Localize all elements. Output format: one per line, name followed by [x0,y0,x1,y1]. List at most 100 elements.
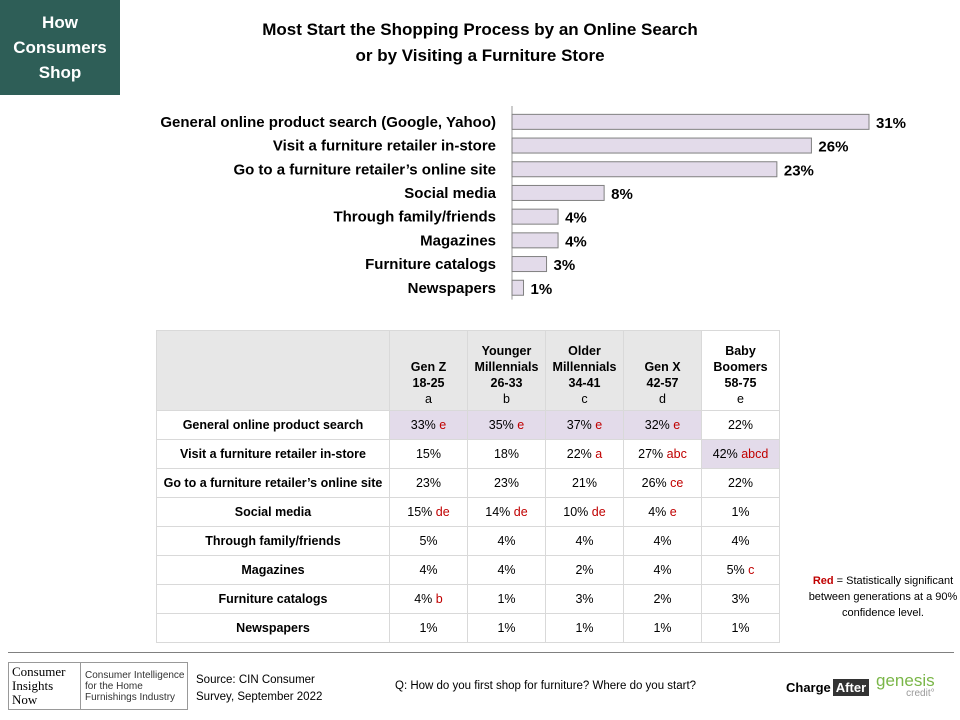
row-label: Go to a furniture retailer’s online site [156,468,390,498]
column-header-line: Gen Z [410,360,447,374]
table-cell: 27% abc [623,439,702,469]
badge-line: Consumers [13,38,107,57]
cin-tagline-line: for the Home [85,680,143,692]
cell-value: 4% [575,534,594,548]
bar-chart: General online product search (Google, Y… [160,106,906,300]
cell-value: 1% [731,505,750,519]
table-cell: 15% [389,439,468,469]
table-row: Through family/friends 5% 4% 4% 4% 4% [156,526,780,556]
cell-value: 1% [497,592,516,606]
cell-value: 3% [575,592,594,606]
value-label: 31% [876,115,906,132]
row-label: Social media [156,497,390,527]
value-label: 23% [784,162,814,179]
category-label: Newspapers [408,280,496,297]
title-line-1: Most Start the Shopping Process by an On… [262,20,698,39]
significance-marker: e [669,418,681,432]
table-cell: 4% e [623,497,702,527]
value-label: 8% [611,186,633,203]
table-cell: 1% [623,613,702,643]
table-row: Visit a furniture retailer in-store 15% 18… [156,439,780,469]
cin-logo-word: Consumer [12,664,66,679]
column-header: Younger Millennials 26-33 b [467,330,546,411]
category-label: Through family/friends [333,209,496,226]
table-cell: 4% [623,526,702,556]
chart-bar [511,208,559,225]
chargeafter-logo: Charge After [786,679,870,696]
table-cell: 21% [545,468,624,498]
significance-marker: b [432,592,443,606]
table-row: Social media 15% de 14% de 10% de 4% e 1% [156,497,780,527]
column-header-line: Older [568,344,601,358]
chart-bar [511,113,870,130]
genesis-word: genesis [876,671,935,690]
category-label: Magazines [420,232,496,249]
table-cell: 5% [389,526,468,556]
significance-marker: de [432,505,450,519]
cell-value: 1% [731,621,750,635]
cin-logo-main: Consumer Insights Now [9,663,81,709]
table-cell: 5% c [701,555,780,585]
note-red-label: Red [812,575,834,587]
cin-logo-word: Now [12,692,38,707]
column-header-line: 42-57 [646,376,679,390]
significance-marker: e [666,505,677,519]
column-header-line: Millennials [552,360,617,374]
table-cell: 37% e [545,410,624,440]
table-cell: 33% e [389,410,468,440]
table-cell: 3% [545,584,624,614]
footer-divider [8,652,954,653]
cell-value: 26% [641,476,667,490]
cell-value: 5% [419,534,438,548]
cell-value: 37% [566,418,592,432]
column-header-line: Millennials [474,360,539,374]
significance-marker: abcd [737,447,769,461]
row-label: Through family/friends [156,526,390,556]
column-letter: e [737,392,744,406]
row-label: Furniture catalogs [156,584,390,614]
badge-line: Shop [38,63,82,82]
cell-value: 2% [575,563,594,577]
column-header-line: 26-33 [490,376,523,390]
value-label: 3% [554,257,576,274]
chart-bar [511,184,605,201]
table-cell: 1% [467,584,546,614]
source-note: Source: CIN Consumer Survey, September 2… [196,672,322,706]
cin-logo-word: Insights [12,678,54,693]
table-cell: 22% [701,468,780,498]
generation-table: Gen Z 18-25 a Younger Millennials 26-33 b Older… [156,330,780,643]
cell-value: 32% [644,418,670,432]
cell-value: 22% [727,476,754,490]
table-cell: 2% [545,555,624,585]
value-label: 26% [818,139,848,156]
cell-value: 4% [419,563,438,577]
table-cell: 32% e [623,410,702,440]
significance-note: Red = Statistically significant between … [808,573,958,621]
genesis-credit-logo: genesis credit° [876,671,935,700]
cell-value: 3% [731,592,750,606]
table-cell: 15% de [389,497,468,527]
cin-logo: Consumer Insights Now Consumer Intellige… [8,662,188,710]
significance-marker: de [588,505,606,519]
significance-marker: c [744,563,755,577]
cell-value: 4% [731,534,750,548]
chart-bar [511,232,559,249]
chart-bar [511,161,778,178]
table-cell: 22% a [545,439,624,469]
cell-value: 1% [653,621,672,635]
credit-word: credit° [906,688,935,699]
cin-tagline-line: Consumer Intelligence [85,669,185,681]
column-letter: b [503,392,510,406]
table-cell: 10% de [545,497,624,527]
row-label: Magazines [156,555,390,585]
table-cell: 1% [701,497,780,527]
table-cell: 26% ce [623,468,702,498]
row-label: Visit a furniture retailer in-store [156,439,390,469]
column-header-line: Boomers [713,360,768,374]
cell-value: 2% [653,592,672,606]
column-header: Older Millennials 34-41 c [545,330,624,411]
table-cell: 42% abcd [701,439,780,469]
cell-value: 15% [415,447,442,461]
table-cell: 4% [467,526,546,556]
row-label: Newspapers [156,613,390,643]
